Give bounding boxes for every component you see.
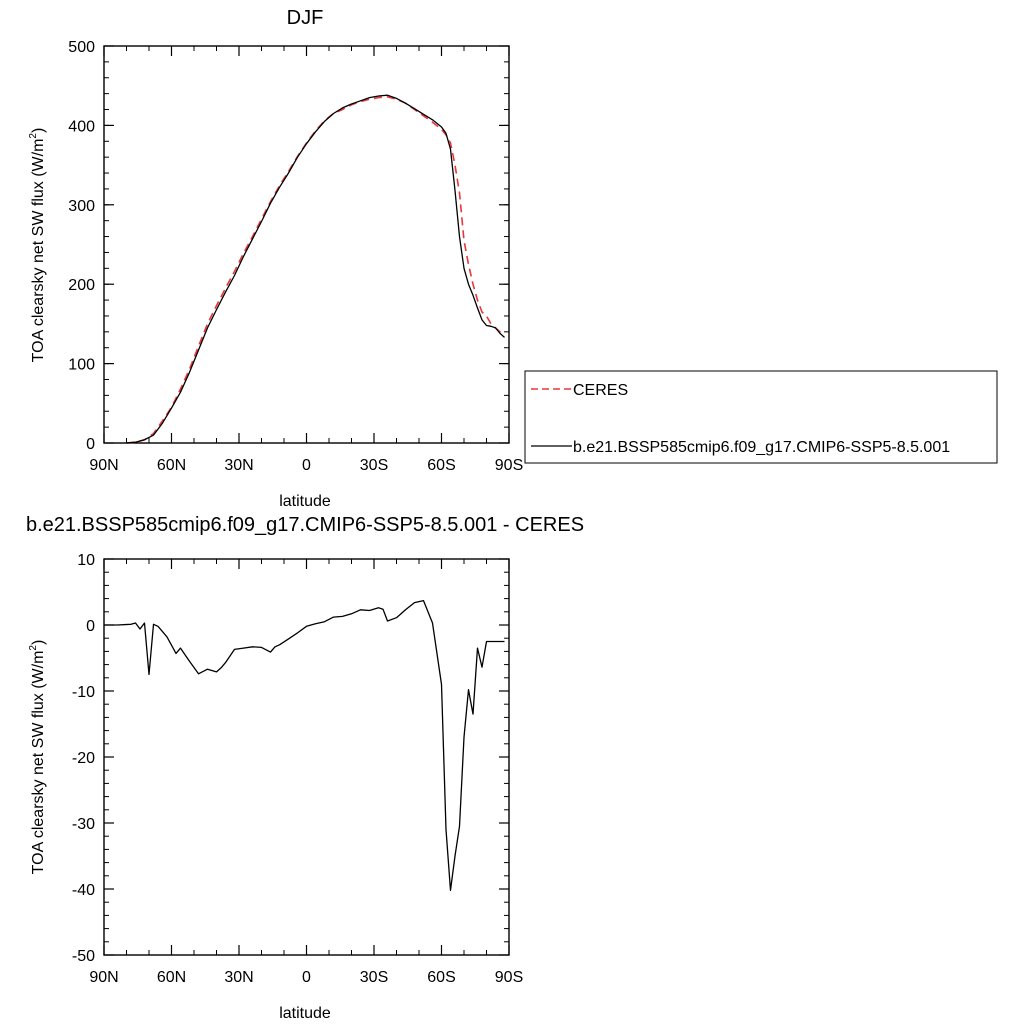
top-ylabel-sup: 2 — [28, 133, 39, 139]
top-series-line-0 — [126, 96, 505, 444]
top-x-tick-label: 60S — [427, 457, 455, 474]
top-x-tick-label: 90N — [89, 457, 118, 474]
top-x-tick-label: 0 — [302, 457, 311, 474]
bottom-y-tick-label: 0 — [86, 618, 95, 635]
top-chart-title: DJF — [287, 7, 324, 29]
bottom-chart-ylabel: TOA clearsky net SW flux (W/m2) — [28, 640, 47, 875]
top-y-tick-label: 300 — [68, 198, 95, 215]
top-y-tick-label: 200 — [68, 277, 95, 294]
bottom-chart-title: b.e21.BSSP585cmip6.f09_g17.CMIP6-SSP5-8.… — [26, 514, 584, 536]
top-x-tick-label: 90S — [495, 457, 523, 474]
bottom-y-tick-label: -10 — [72, 684, 95, 701]
top-x-tick-label: 60N — [157, 457, 186, 474]
top-y-tick-label: 100 — [68, 357, 95, 374]
top-ylabel-main: TOA clearsky net SW flux (W/m — [30, 139, 47, 363]
legend-label-model: b.e21.BSSP585cmip6.f09_g17.CMIP6-SSP5-8.… — [573, 439, 950, 456]
top-chart-ticks: 90N 60N 30N 0 30S 60S 90S 0 100 200 300 400 500 — [68, 39, 523, 474]
bottom-chart-xlabel: latitude — [279, 1005, 331, 1022]
legend-box — [524, 370, 998, 464]
bottom-x-tick-label: 30S — [360, 969, 388, 986]
bottom-x-tick-label: 90S — [495, 969, 523, 986]
top-chart-xlabel: latitude — [279, 493, 331, 510]
top-ylabel-close: ) — [30, 128, 47, 133]
top-series-line-1 — [126, 94, 505, 444]
bottom-ylabel-main: TOA clearsky net SW flux (W/m — [30, 651, 47, 875]
bottom-y-tick-label: -50 — [72, 948, 95, 965]
top-y-tick-label: 500 — [68, 39, 95, 56]
top-y-tick-label: 0 — [86, 436, 95, 453]
bottom-chart-series — [104, 599, 505, 891]
top-x-tick-label: 30S — [360, 457, 388, 474]
bottom-y-tick-label: -30 — [72, 816, 95, 833]
legend: CERES b.e21.BSSP585cmip6.f09_g17.CMIP6-S… — [524, 370, 998, 464]
top-x-tick-label: 30N — [224, 457, 253, 474]
bottom-x-tick-label: 90N — [89, 969, 118, 986]
bottom-series-line-0 — [104, 599, 505, 891]
bottom-ylabel-close: ) — [30, 640, 47, 645]
bottom-y-tick-label: 10 — [77, 552, 95, 569]
bottom-chart-frame — [103, 558, 510, 956]
bottom-x-tick-label: 60N — [157, 969, 186, 986]
bottom-y-tick-label: -40 — [72, 882, 95, 899]
top-chart: DJF 90N 60N 30N 0 30S 60S 90S0100200300400500 … — [28, 7, 998, 510]
bottom-ylabel-sup: 2 — [28, 645, 39, 651]
top-chart-ylabel: TOA clearsky net SW flux (W/m2) — [28, 128, 47, 363]
bottom-y-tick-label: -20 — [72, 750, 95, 767]
legend-label-ceres: CERES — [573, 382, 628, 399]
bottom-chart: b.e21.BSSP585cmip6.f09_g17.CMIP6-SSP5-8.… — [26, 514, 584, 1022]
bottom-x-tick-label: 60S — [427, 969, 455, 986]
top-chart-frame — [103, 45, 510, 444]
top-chart-series — [126, 94, 505, 444]
bottom-chart-ticks: 90N 60N 30N 0 30S 60S 90S -50 -40 -30 -20 -10 0 10 — [72, 552, 523, 986]
bottom-x-tick-label: 30N — [224, 969, 253, 986]
bottom-x-tick-label: 0 — [302, 969, 311, 986]
top-y-tick-label: 400 — [68, 118, 95, 135]
